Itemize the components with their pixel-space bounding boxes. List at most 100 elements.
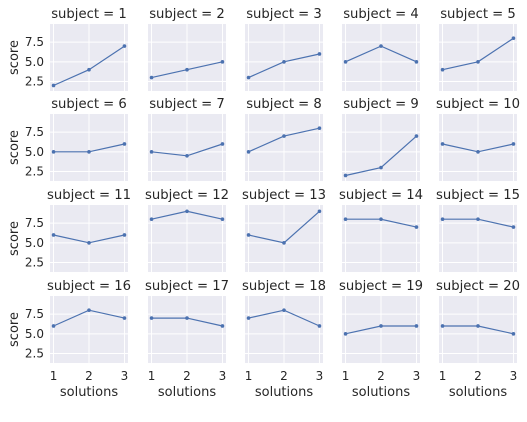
data-point [149, 316, 154, 320]
y-tick-label: 2.5 [25, 75, 44, 89]
x-tick-label: 2 [280, 369, 288, 383]
data-point [185, 153, 189, 158]
y-axis-label: score [7, 221, 22, 256]
data-point [476, 217, 480, 221]
facet-title: subject = 2 [149, 7, 225, 22]
x-axis-label: solutions [255, 385, 313, 400]
data-point [122, 44, 127, 48]
data-point [511, 142, 516, 146]
data-point [87, 67, 91, 72]
y-tick-label: 2.5 [25, 256, 44, 270]
x-tick-label: 3 [316, 369, 324, 383]
data-point [414, 225, 419, 229]
y-tick-label: 2.5 [25, 165, 44, 179]
y-axis-label: score [7, 312, 22, 347]
data-point [220, 324, 225, 328]
data-point [379, 324, 383, 328]
y-tick-label: 7.5 [25, 307, 44, 321]
x-tick-label: 3 [413, 369, 421, 383]
data-point [122, 233, 127, 237]
data-point [511, 225, 516, 229]
data-point [476, 60, 480, 64]
facet-title: subject = 6 [51, 97, 127, 112]
data-point [122, 316, 127, 320]
data-point [511, 36, 516, 40]
data-point [414, 60, 419, 64]
data-point [317, 52, 322, 56]
x-tick-label: 1 [439, 369, 447, 383]
facet-title: subject = 1 [51, 7, 127, 22]
x-tick-label: 3 [121, 369, 129, 383]
facet-title: subject = 3 [246, 7, 322, 22]
x-axis-label: solutions [352, 385, 410, 400]
facet-title: subject = 20 [436, 279, 520, 294]
data-point [440, 217, 445, 221]
x-tick-label: 1 [50, 369, 58, 383]
data-point [149, 150, 154, 154]
facet-title: subject = 18 [242, 279, 326, 294]
y-tick-label: 7.5 [25, 125, 44, 139]
x-axis-label: solutions [158, 385, 216, 400]
data-point [87, 308, 91, 312]
data-point [440, 67, 445, 72]
data-point [343, 332, 348, 336]
y-tick-label: 7.5 [25, 35, 44, 49]
facet-title: subject = 9 [343, 97, 419, 112]
y-tick-label: 5.0 [25, 236, 44, 250]
data-point [317, 126, 322, 130]
x-tick-label: 1 [245, 369, 253, 383]
x-tick-label: 2 [474, 369, 482, 383]
data-point [343, 173, 348, 178]
data-point [220, 142, 225, 146]
data-point [282, 308, 286, 312]
y-axis-label: score [7, 130, 22, 165]
y-tick-label: 5.0 [25, 145, 44, 159]
facet-title: subject = 4 [343, 7, 419, 22]
data-point [511, 332, 516, 336]
data-point [343, 60, 348, 64]
x-tick-label: 3 [510, 369, 518, 383]
data-point [149, 217, 154, 221]
data-point [476, 150, 480, 154]
facet-title: subject = 16 [47, 279, 131, 294]
data-point [51, 324, 56, 328]
data-point [246, 316, 251, 320]
data-point [282, 134, 286, 138]
x-tick-label: 2 [183, 369, 191, 383]
data-point [185, 67, 189, 72]
data-point [317, 324, 322, 328]
facet-title: subject = 12 [145, 188, 229, 203]
data-point [414, 324, 419, 328]
data-point [317, 209, 322, 214]
facet-title: subject = 11 [47, 188, 131, 203]
data-point [379, 44, 383, 48]
facet-title: subject = 17 [145, 279, 229, 294]
data-point [414, 134, 419, 138]
x-tick-label: 2 [85, 369, 93, 383]
data-point [476, 324, 480, 328]
data-point [440, 324, 445, 328]
data-point [87, 150, 91, 154]
data-point [185, 209, 189, 214]
y-tick-label: 2.5 [25, 347, 44, 361]
facet-title: subject = 14 [339, 188, 423, 203]
data-point [149, 75, 154, 80]
y-tick-label: 7.5 [25, 216, 44, 230]
data-point [51, 150, 56, 154]
data-point [282, 60, 286, 64]
x-tick-label: 2 [377, 369, 385, 383]
data-point [379, 165, 383, 170]
y-axis-label: score [7, 40, 22, 75]
x-tick-label: 1 [342, 369, 350, 383]
x-axis-label: solutions [60, 385, 118, 400]
facet-title: subject = 7 [149, 97, 225, 112]
y-tick-label: 5.0 [25, 55, 44, 69]
data-point [220, 217, 225, 221]
data-point [440, 142, 445, 146]
data-point [220, 60, 225, 64]
facet-title: subject = 15 [436, 188, 520, 203]
data-point [246, 150, 251, 154]
data-point [343, 217, 348, 221]
data-point [379, 217, 383, 221]
